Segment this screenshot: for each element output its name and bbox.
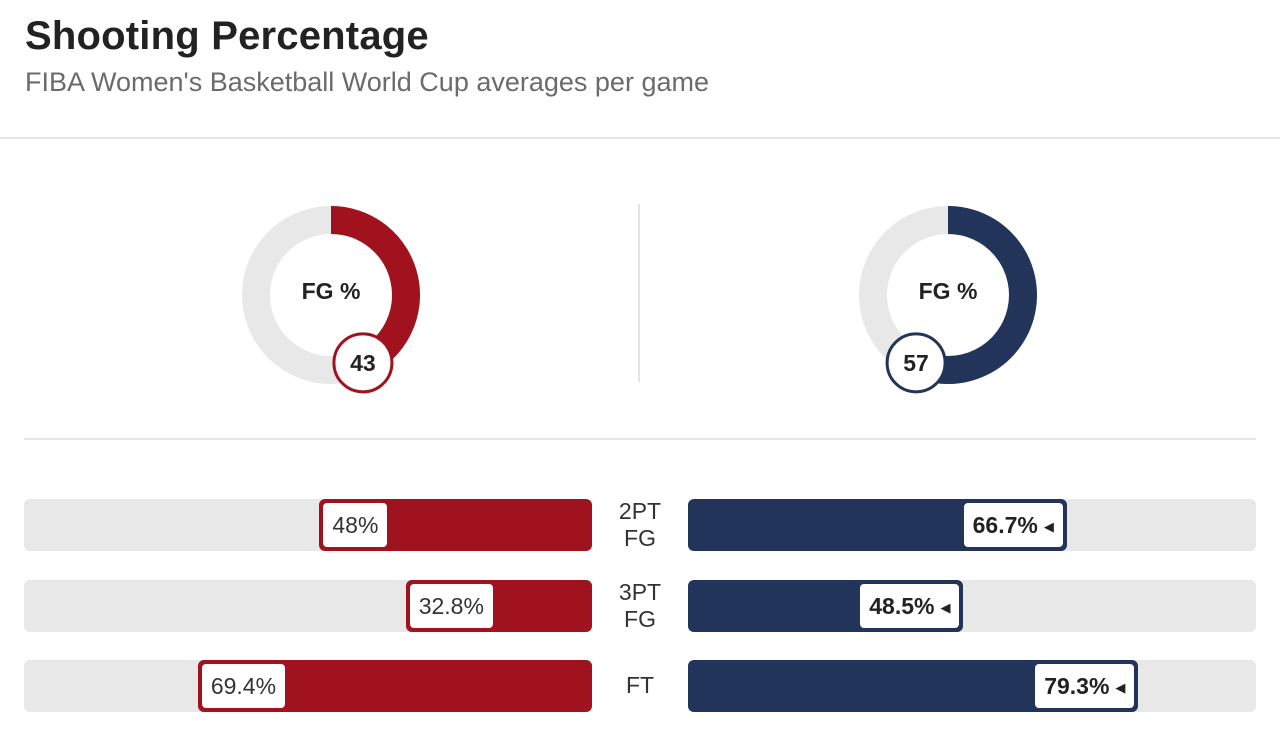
bar-label-right-3pt: 48.5% ◀ <box>860 584 960 628</box>
bar-value-right-2pt: 66.7% <box>972 512 1038 538</box>
donut-right-svg: 57 <box>859 206 1037 394</box>
donut-left: 43 FG % <box>236 200 426 394</box>
category-label-2pt-fg-text: 2PT FG <box>618 498 662 551</box>
header-divider <box>0 137 1280 139</box>
category-label-ft-text: FT <box>625 672 655 698</box>
category-label-3pt-fg-text: 3PT FG <box>618 579 662 632</box>
donut-left-label: FG % <box>301 278 361 304</box>
bar-value-right-3pt: 48.5% <box>869 593 935 619</box>
donut-value-label: 43 <box>350 350 376 376</box>
donut-right-label: FG % <box>918 278 978 304</box>
category-label-ft: FT <box>600 672 680 699</box>
bar-left-2pt: 48% <box>319 499 592 551</box>
chart-subtitle: FIBA Women's Basketball World Cup averag… <box>25 67 709 97</box>
bar-label-left-2pt: 48% <box>323 503 388 547</box>
bar-label-right-ft: 79.3% ◀ <box>1035 664 1135 708</box>
bar-track-right-ft: 79.3% ◀ <box>688 660 1256 712</box>
bar-left-3pt: 32.8% <box>405 580 592 632</box>
donut-right: 57 FG % <box>853 200 1043 394</box>
donut-value-bubble <box>332 332 394 394</box>
chart-header: Shooting Percentage FIBA Women's Basketb… <box>25 14 709 98</box>
bar-track-left-ft: 69.4% <box>24 660 592 712</box>
bar-track-left-2pt: 48% <box>24 499 592 551</box>
category-label-2pt-fg: 2PT FG <box>600 498 680 552</box>
bar-right-ft: 79.3% ◀ <box>688 660 1139 712</box>
left-pointer-icon: ◀ <box>940 600 951 615</box>
donut-arc <box>910 206 1037 384</box>
bar-label-right-2pt: 66.7% ◀ <box>963 503 1063 547</box>
chart-title: Shooting Percentage <box>25 14 429 58</box>
bar-label-left-3pt: 32.8% <box>409 584 493 628</box>
donut-value-bubble <box>885 332 947 394</box>
bar-label-left-ft: 69.4% <box>201 664 286 708</box>
bar-track-left-3pt: 32.8% <box>24 580 592 632</box>
donut-left-svg: 43 <box>242 206 420 394</box>
bar-right-2pt: 66.7% ◀ <box>688 499 1067 551</box>
category-label-3pt-fg: 3PT FG <box>600 579 680 633</box>
bar-value-right-ft: 79.3% <box>1044 673 1110 699</box>
left-pointer-icon: ◀ <box>1043 519 1054 534</box>
left-pointer-icon: ◀ <box>1115 680 1126 695</box>
bar-track-right-2pt: 66.7% ◀ <box>688 499 1256 551</box>
section-divider <box>24 438 1256 440</box>
bar-left-ft: 69.4% <box>197 660 592 712</box>
bar-right-3pt: 48.5% ◀ <box>688 580 964 632</box>
bar-track-right-3pt: 48.5% ◀ <box>688 580 1256 632</box>
donut-value-label: 57 <box>903 350 929 376</box>
donut-divider <box>638 204 640 382</box>
